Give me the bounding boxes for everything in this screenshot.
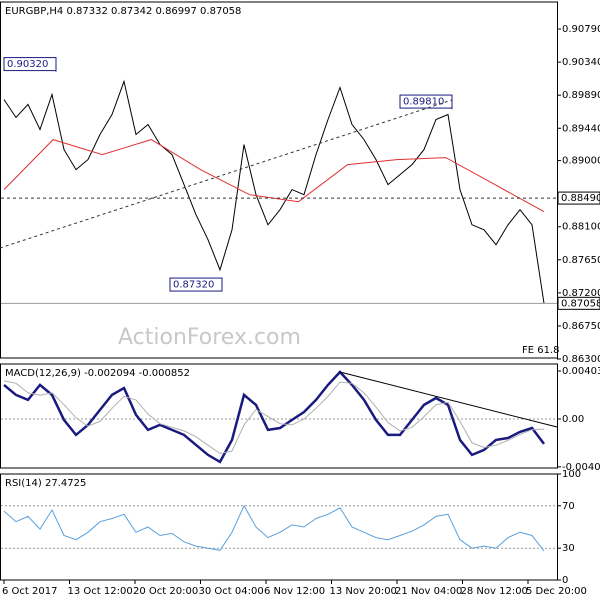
y-tick-label: 100 bbox=[562, 469, 581, 480]
x-tick-label: 5 Dec 20:00 bbox=[526, 586, 587, 597]
macd-trend-line bbox=[339, 371, 558, 428]
price-box bbox=[557, 191, 600, 205]
y-tick-label: 0 bbox=[562, 575, 568, 586]
panel-title: RSI(14) 27.4725 bbox=[5, 478, 86, 489]
x-tick-label: 13 Oct 12:00 bbox=[68, 586, 133, 597]
panel-frame bbox=[0, 473, 558, 581]
y-tick-label: 0.88100 bbox=[562, 222, 600, 233]
x-tick-label: 30 Oct 04:00 bbox=[199, 586, 264, 597]
x-tick-label: 28 Nov 12:00 bbox=[461, 586, 528, 597]
series-line bbox=[3, 139, 545, 213]
x-tick-label: 6 Oct 2017 bbox=[2, 586, 57, 597]
panel-frame bbox=[0, 363, 558, 469]
y-tick-label: 70 bbox=[562, 501, 575, 512]
annotation-label: 0.89810 bbox=[403, 97, 444, 108]
price-box-label: 0.87058 bbox=[561, 298, 600, 309]
y-tick-label: 0.87200 bbox=[562, 288, 600, 299]
series-line bbox=[3, 504, 545, 552]
annotation-box bbox=[399, 94, 453, 109]
y-tick-label: 0.89000 bbox=[562, 156, 600, 167]
y-tick-label: 0.86300 bbox=[562, 354, 600, 365]
fe-note: FE 61.8 bbox=[522, 345, 560, 356]
annotation-label: 0.90320 bbox=[7, 59, 48, 70]
annotation-label: 0.87320 bbox=[173, 280, 214, 291]
price-box-label: 0.88490 bbox=[561, 193, 600, 204]
y-tick-label: -0.004021 bbox=[562, 462, 600, 473]
series-line bbox=[3, 370, 545, 464]
y-tick-label: 0.89440 bbox=[562, 123, 600, 134]
annotation-box bbox=[3, 57, 57, 72]
y-tick-label: 30 bbox=[562, 543, 575, 554]
y-tick-label: 0.86750 bbox=[562, 321, 600, 332]
y-tick-label: 0.87650 bbox=[562, 255, 600, 266]
x-tick-label: 13 Nov 20:00 bbox=[330, 586, 397, 597]
trend-line bbox=[0, 99, 453, 249]
panel-title: MACD(12,26,9) -0.002094 -0.000852 bbox=[5, 368, 190, 379]
annotation-box bbox=[169, 277, 223, 292]
y-tick-label: 0.89890 bbox=[562, 90, 600, 101]
watermark: ActionForex.com bbox=[118, 325, 301, 350]
price-box bbox=[557, 296, 600, 310]
series-line bbox=[3, 380, 545, 455]
x-tick-label: 20 Oct 20:00 bbox=[133, 586, 198, 597]
x-tick-label: 6 Nov 12:00 bbox=[264, 586, 325, 597]
y-tick-label: 0.00403 bbox=[562, 366, 600, 377]
series-line bbox=[3, 79, 545, 304]
y-tick-label: 0.90790 bbox=[562, 24, 600, 35]
x-tick-label: 21 Nov 04:00 bbox=[395, 586, 462, 597]
y-tick-label: 0.00 bbox=[562, 414, 584, 425]
panel-title: EURGBP,H4 0.87332 0.87342 0.86997 0.8705… bbox=[5, 6, 241, 17]
panel-frame bbox=[0, 1, 558, 359]
y-tick-label: 0.90340 bbox=[562, 57, 600, 68]
